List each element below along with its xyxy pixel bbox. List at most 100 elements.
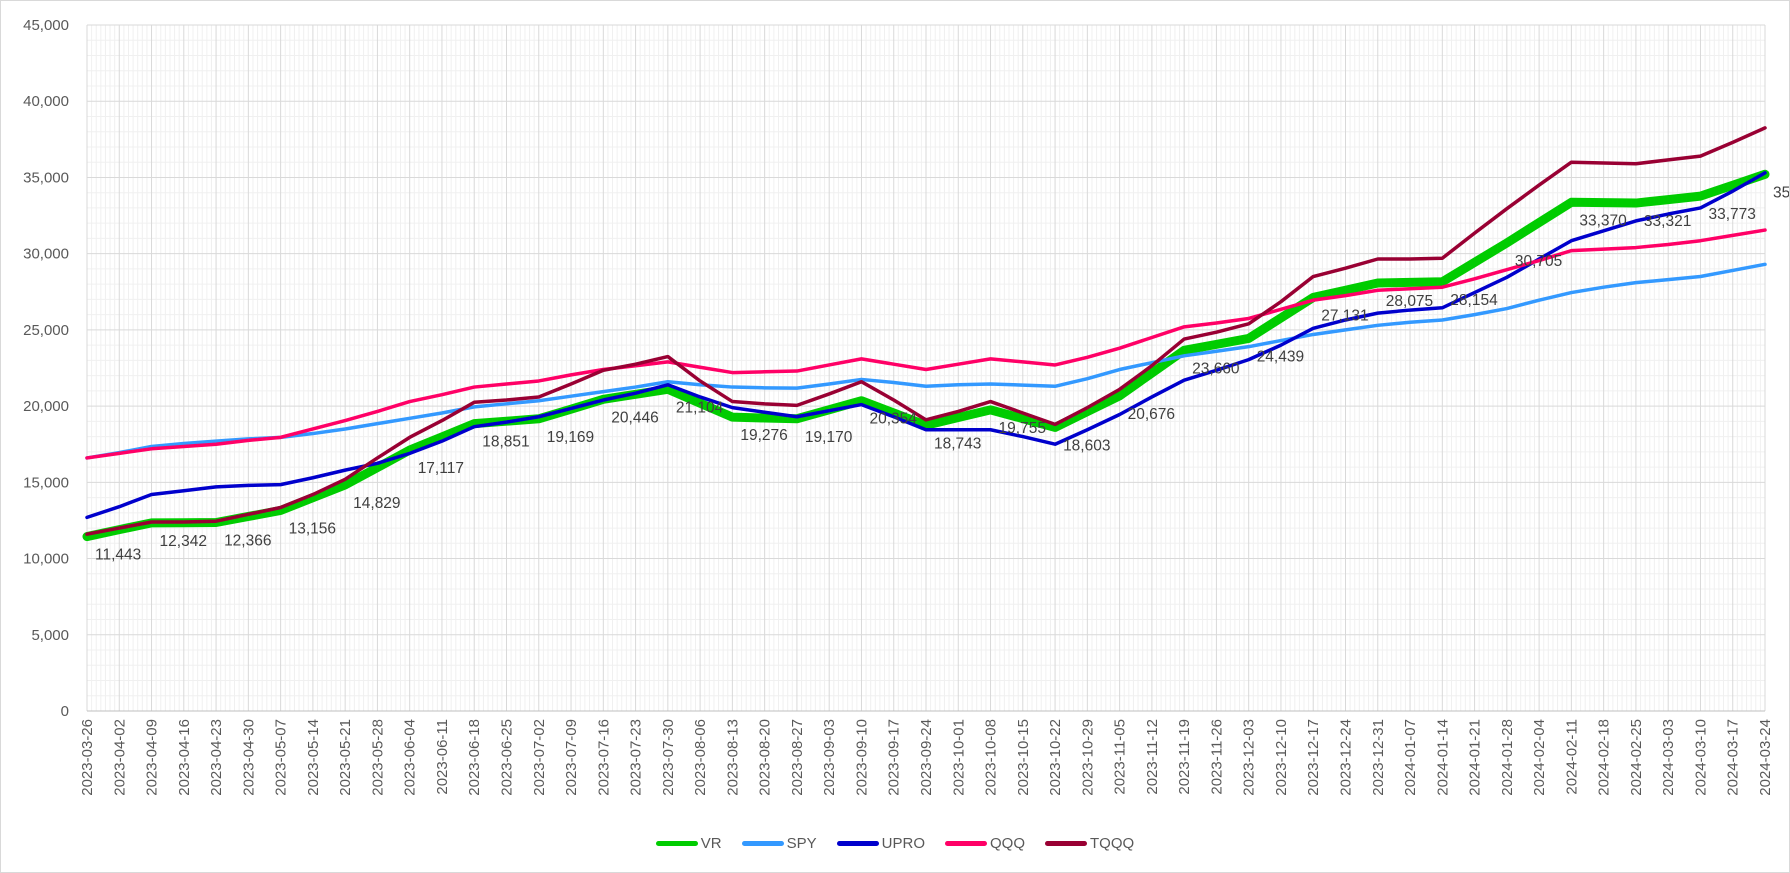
data-label: 18,743 — [934, 435, 981, 452]
data-label: 33,370 — [1579, 212, 1627, 229]
x-tick-label: 2023-04-16 — [176, 719, 193, 796]
x-tick-label: 2023-10-15 — [1015, 719, 1032, 796]
y-tick-label: 15,000 — [23, 474, 69, 491]
y-tick-label: 40,000 — [23, 93, 69, 110]
x-tick-label: 2023-04-09 — [144, 719, 161, 796]
series-lines — [82, 126, 1770, 542]
x-tick-label: 2024-01-28 — [1499, 719, 1516, 796]
y-tick-label: 45,000 — [23, 17, 69, 34]
legend-item-qqq: QQQ — [945, 835, 1025, 852]
x-tick-label: 2024-02-11 — [1563, 719, 1580, 795]
x-tick-label: 2023-04-02 — [111, 719, 128, 796]
x-tick-label: 2023-07-02 — [531, 719, 548, 796]
data-label: 13,156 — [289, 520, 336, 537]
minor-gridlines — [87, 25, 1765, 711]
x-tick-label: 2023-07-30 — [660, 719, 677, 796]
x-tick-label: 2024-02-25 — [1628, 719, 1645, 796]
x-tick-label: 2024-03-24 — [1757, 719, 1774, 796]
data-label: 33,773 — [1708, 206, 1755, 223]
data-label: 28,075 — [1386, 293, 1433, 310]
data-label: 12,342 — [160, 533, 207, 550]
x-tick-label: 2023-06-18 — [466, 719, 483, 796]
x-tick-label: 2023-11-05 — [1112, 719, 1129, 795]
data-label: 20,446 — [611, 409, 658, 426]
x-tick-label: 2023-09-10 — [853, 719, 870, 796]
x-tick-label: 2023-08-13 — [724, 719, 741, 796]
data-label: 24,439 — [1257, 348, 1304, 365]
data-label: 21,104 — [676, 399, 724, 416]
legend-item-spy: SPY — [741, 834, 817, 852]
data-label: 20,676 — [1128, 406, 1175, 423]
y-tick-label: 10,000 — [23, 551, 69, 568]
legend-item-upro: UPRO — [836, 834, 925, 852]
series-line-qqq — [85, 228, 1767, 460]
x-tick-label: 2023-05-28 — [369, 719, 386, 796]
x-tick-label: 2023-05-21 — [337, 719, 354, 796]
x-tick-label: 2024-01-21 — [1467, 719, 1484, 796]
data-label: 19,170 — [805, 429, 853, 446]
x-tick-label: 2024-01-07 — [1402, 719, 1419, 796]
x-tick-label: 2023-07-09 — [563, 719, 580, 796]
data-label: 30,705 — [1515, 253, 1562, 270]
legend-swatch — [1045, 840, 1088, 846]
x-tick-label: 2023-12-31 — [1370, 719, 1387, 796]
legend-label: TQQQ — [1090, 834, 1135, 852]
data-label: 17,117 — [418, 460, 464, 477]
data-label: 19,169 — [547, 429, 594, 446]
data-label: 12,366 — [224, 532, 271, 549]
data-label: 28,154 — [1450, 292, 1498, 309]
data-label: 18,851 — [482, 434, 529, 451]
x-tick-label: 2023-05-07 — [273, 719, 290, 796]
legend: VR SPY UPRO QQQ TQQQ — [1, 832, 1789, 854]
x-tick-label: 2023-12-10 — [1273, 719, 1290, 796]
legend-item-vr: VR — [655, 835, 722, 852]
x-tick-label: 2023-12-17 — [1305, 719, 1322, 796]
y-tick-label: 35,000 — [23, 169, 69, 186]
x-tick-label: 2023-10-08 — [983, 719, 1000, 796]
data-label: 23,660 — [1192, 360, 1240, 377]
x-tick-label: 2023-10-22 — [1047, 719, 1064, 796]
y-tick-label: 30,000 — [23, 246, 69, 263]
data-label: 19,276 — [740, 427, 787, 444]
y-tick-label: 0 — [61, 703, 69, 720]
series-line-tqqq — [85, 126, 1767, 536]
x-tick-label: 2023-06-11 — [434, 719, 451, 795]
x-tick-label: 2024-01-14 — [1434, 719, 1451, 796]
x-tick-label: 2023-09-03 — [821, 719, 838, 796]
major-gridlines — [86, 24, 1766, 712]
x-tick-label: 2023-12-24 — [1338, 719, 1355, 796]
x-tick-label: 2023-09-17 — [886, 719, 903, 796]
data-label: 14,829 — [353, 495, 400, 512]
y-tick-label: 25,000 — [23, 322, 69, 339]
legend-swatch — [836, 840, 879, 846]
y-tick-label: 20,000 — [23, 398, 69, 415]
x-tick-label: 2023-11-26 — [1208, 719, 1225, 795]
x-tick-label: 2023-07-16 — [595, 719, 612, 796]
x-tick-label: 2023-12-03 — [1241, 719, 1258, 796]
x-tick-label: 2024-02-04 — [1531, 719, 1548, 796]
legend-label: QQQ — [990, 834, 1026, 852]
data-label: 11,443 — [95, 547, 141, 564]
x-tick-label: 2023-06-25 — [499, 719, 516, 796]
x-tick-label: 2023-07-23 — [628, 719, 645, 796]
x-tick-label: 2023-08-20 — [757, 719, 774, 796]
x-tick-label: 2023-08-27 — [789, 719, 806, 796]
x-tick-label: 2023-11-12 — [1144, 719, 1161, 795]
legend-label: SPY — [786, 834, 817, 852]
x-tick-label: 2023-08-06 — [692, 719, 709, 796]
data-label: 18,603 — [1063, 437, 1110, 454]
legend-swatch — [945, 840, 987, 846]
x-tick-label: 2023-04-23 — [208, 719, 225, 796]
x-tick-label: 2023-10-29 — [1079, 719, 1096, 796]
x-tick-label: 2023-10-01 — [950, 719, 967, 796]
data-label: 27,131 — [1321, 307, 1368, 324]
x-tick-label: 2023-03-26 — [79, 719, 96, 796]
x-tick-label: 2023-11-19 — [1176, 719, 1193, 795]
data-labels: 11,443 12,342 12,366 13,156 14,829 17,117 18,8… — [95, 184, 1789, 563]
legend-label: UPRO — [881, 834, 925, 852]
x-tick-label: 2023-06-04 — [402, 719, 419, 796]
legend-item-tqqq: TQQQ — [1045, 835, 1134, 852]
data-label: 33,321 — [1644, 213, 1691, 230]
